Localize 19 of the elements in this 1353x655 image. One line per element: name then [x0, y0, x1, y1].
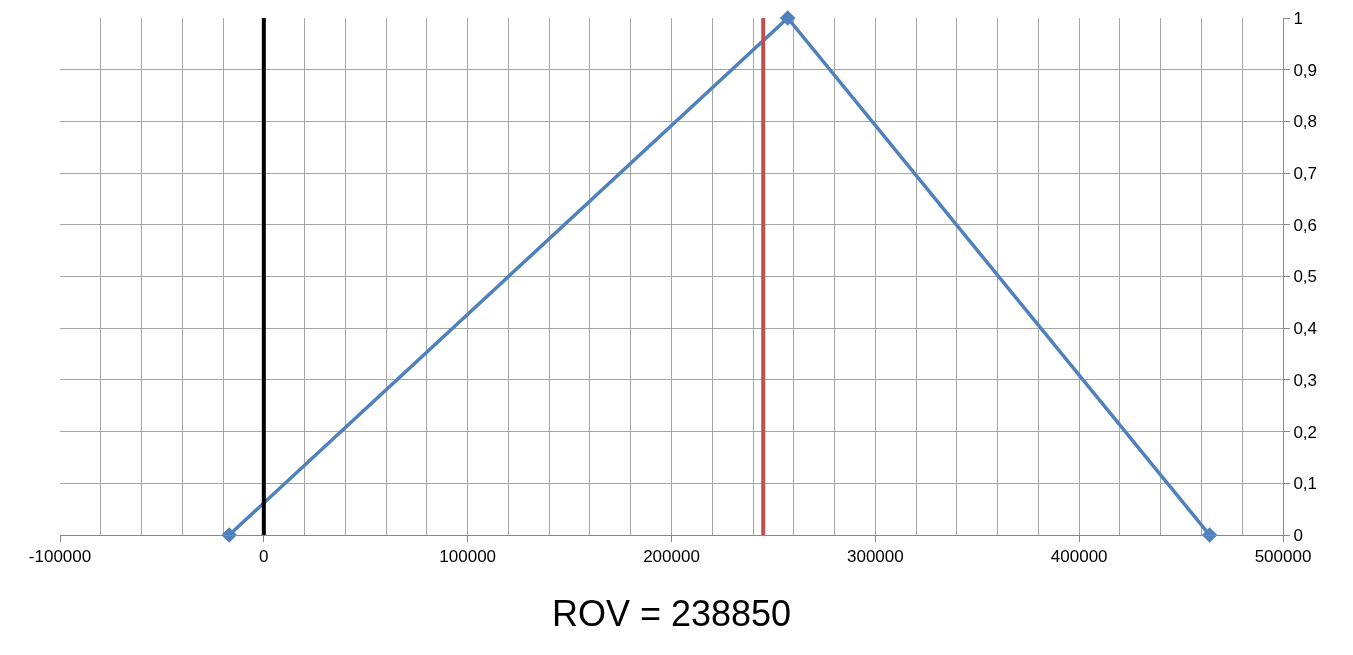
x-axis-title: ROV = 238850 [551, 593, 792, 635]
y-tick-label: 0,7 [1293, 164, 1318, 184]
y-tick-label: 0,3 [1293, 370, 1318, 390]
y-tick-label: 0,4 [1293, 319, 1318, 339]
x-tick-label: 100000 [439, 547, 497, 567]
x-tick-label: 300000 [846, 547, 904, 567]
y-tick-label: 0,2 [1293, 422, 1318, 442]
y-tick-label: 0,9 [1293, 60, 1318, 80]
x-tick-label: 0 [259, 547, 269, 567]
y-tick-label: 0,8 [1293, 112, 1318, 132]
x-tick-label: 400000 [1050, 547, 1108, 567]
y-tick-label: 0 [1293, 525, 1303, 545]
y-tick-label: 0,5 [1293, 267, 1318, 287]
y-tick-label: 0,1 [1293, 474, 1318, 494]
y-tick-label: 1 [1293, 8, 1303, 28]
y-tick-label: 0,6 [1293, 215, 1318, 235]
x-tick-label: -100000 [28, 547, 92, 567]
x-tick-label: 500000 [1254, 547, 1312, 567]
x-tick-label: 200000 [643, 547, 700, 567]
